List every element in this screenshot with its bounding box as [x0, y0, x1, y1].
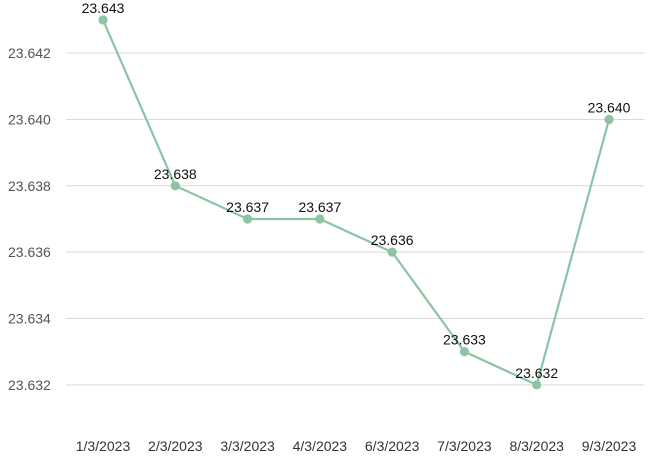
data-point [242, 214, 253, 224]
y-tick-label: 23.642 [8, 45, 51, 61]
y-tick-label: 23.638 [8, 178, 51, 194]
data-point [315, 214, 325, 224]
data-point [459, 347, 470, 357]
data-point [532, 380, 542, 390]
x-tick-label: 8/3/2023 [509, 438, 564, 454]
data-label: 23.638 [154, 166, 197, 182]
data-point [98, 15, 108, 25]
x-tick-label: 4/3/2023 [293, 438, 348, 454]
data-point [604, 114, 614, 125]
y-axis: 23.632 23.634 23.636 23.638 23.640 23.642 [8, 45, 51, 393]
data-label: 23.640 [588, 99, 631, 115]
y-tick-label: 23.634 [8, 310, 51, 326]
data-point [170, 181, 180, 191]
y-tick-label: 23.640 [8, 111, 51, 127]
data-label: 23.633 [443, 332, 486, 348]
x-tick-label: 6/3/2023 [365, 438, 420, 454]
y-tick-label: 23.636 [8, 244, 51, 260]
data-label: 23.636 [371, 232, 414, 248]
data-label: 23.632 [515, 365, 558, 381]
data-labels: 23.643 23.638 23.637 23.637 23.636 23.633 23.6… [82, 0, 631, 381]
grid-lines [66, 52, 644, 386]
x-tick-label: 1/3/2023 [76, 438, 131, 454]
y-tick-label: 23.632 [8, 377, 51, 393]
data-point [387, 247, 397, 257]
x-tick-label: 2/3/2023 [148, 438, 203, 454]
data-label: 23.637 [226, 199, 269, 215]
x-tick-label: 3/3/2023 [220, 438, 275, 454]
x-tick-label: 7/3/2023 [437, 438, 492, 454]
x-tick-label: 9/3/2023 [582, 438, 637, 454]
data-label: 23.643 [82, 0, 125, 16]
data-label: 23.637 [298, 199, 341, 215]
x-axis: 1/3/2023 2/3/2023 3/3/2023 4/3/2023 6/3/2023… [76, 438, 637, 454]
series-layer [98, 15, 614, 390]
series-line [101, 19, 611, 386]
